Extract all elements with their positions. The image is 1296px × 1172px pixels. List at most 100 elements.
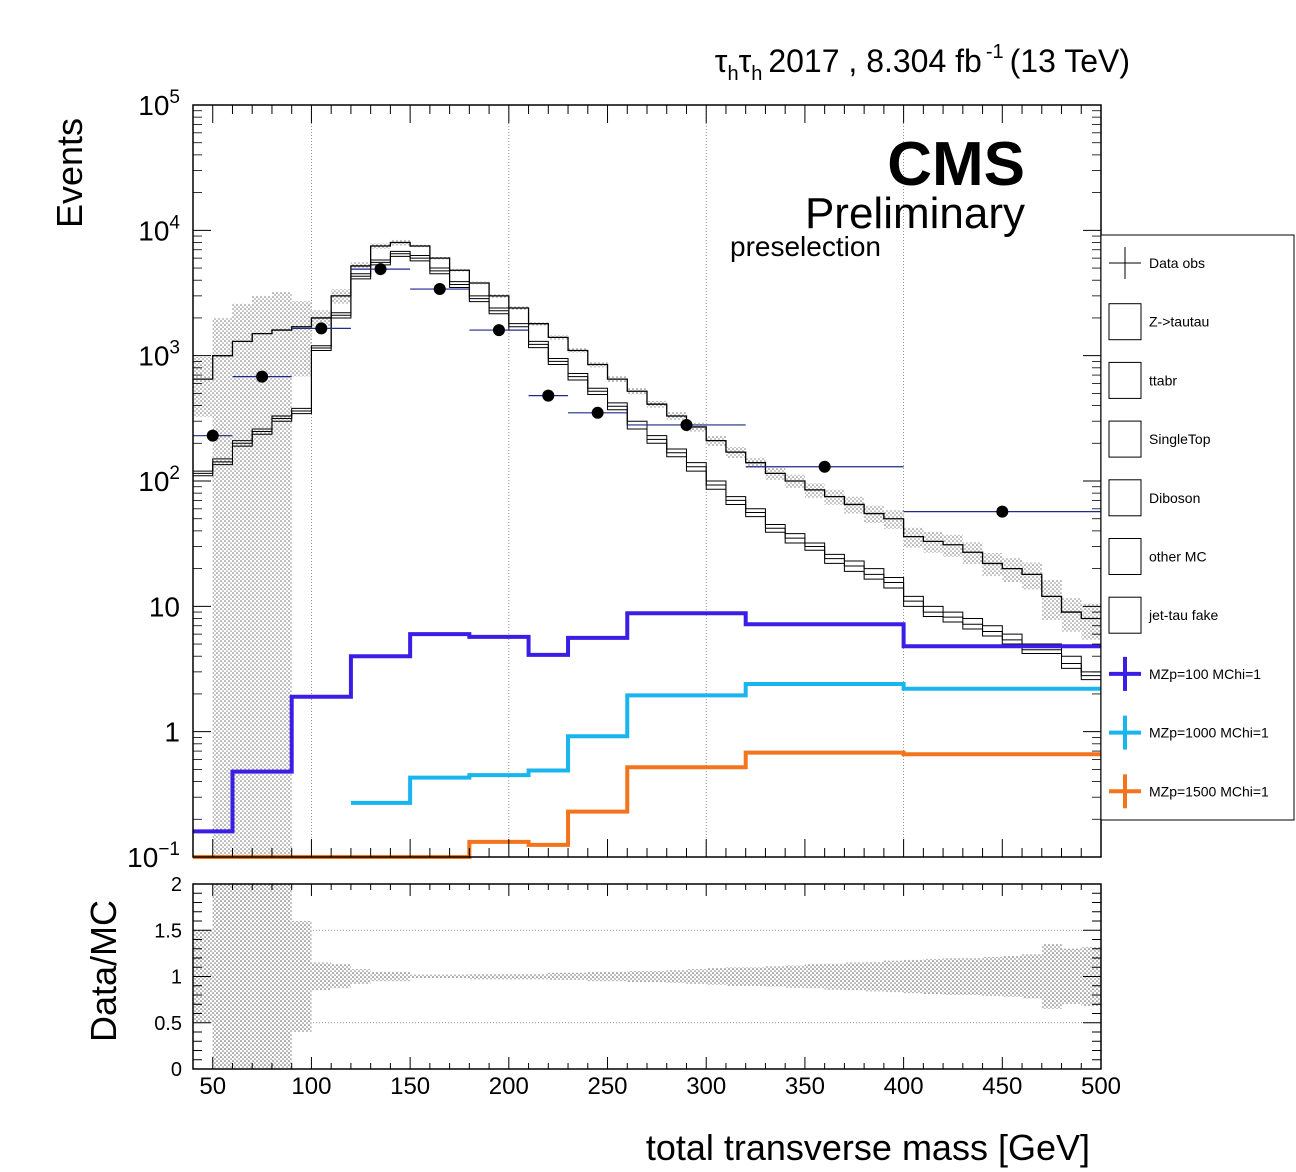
x-tick-label: 150: [390, 1073, 430, 1100]
x-tick-label: 50: [199, 1073, 226, 1100]
legend-swatch: [1108, 479, 1142, 517]
selection-label: preselection: [730, 231, 881, 262]
legend-entry-ttabr: ttabr: [1108, 361, 1177, 399]
legend-label: MZp=1500 MChi=1: [1149, 783, 1269, 799]
ratio-uncertainty-bin: [943, 958, 963, 995]
ratio-y-tick-label: 1.5: [154, 920, 182, 942]
legend-label: ttabr: [1149, 372, 1177, 388]
legend: Data obs Z->tautau ttabr SingleTop Diboson ot…: [1100, 234, 1295, 821]
events-axis-label: Events: [49, 118, 90, 228]
ratio-uncertainty-bin: [1041, 944, 1062, 1009]
legend-entry-jet-tau-fake: jet-tau fake: [1108, 596, 1218, 634]
ratio-uncertainty-bin: [410, 974, 430, 979]
ratio-uncertainty-bin: [923, 958, 944, 995]
legend-entry-other-mc: other MC: [1108, 538, 1207, 575]
ratio-uncertainty-bin: [568, 972, 588, 981]
uncertainty-bin: [943, 534, 963, 557]
y-tick-exponent: −1: [158, 839, 180, 860]
x-tick-label: 400: [884, 1073, 924, 1100]
ratio-uncertainty-bin: [804, 964, 825, 989]
y-tick-label: 10−1: [127, 839, 180, 873]
ratio-uncertainty-bin: [1022, 954, 1042, 999]
ratio-uncertainty-bin: [785, 965, 805, 988]
legend-entry-z-tautau: Z->tautau: [1108, 303, 1209, 341]
data-point: [374, 263, 387, 276]
x-tick-label: 450: [982, 1073, 1022, 1100]
ratio-uncertainty-bin: [212, 884, 233, 1069]
y-tick-exponent: 5: [169, 87, 180, 108]
y-tick-base: 10: [138, 215, 169, 246]
x-tick-label: 300: [686, 1073, 726, 1100]
ratio-uncertainty-bin: [627, 970, 647, 983]
uncertainty-bin: [271, 292, 292, 858]
ratio-axis-label: Data/MC: [83, 900, 124, 1042]
uncertainty-bin: [193, 357, 213, 417]
ratio-uncertainty-bin: [508, 973, 529, 980]
ratio-uncertainty-bin: [331, 964, 351, 989]
ratio-uncertainty-bin: [607, 971, 628, 982]
uncertainty-bin: [1061, 597, 1082, 632]
preliminary-label: Preliminary: [805, 189, 1025, 238]
data-point: [206, 429, 219, 442]
uncertainty-bin: [1041, 580, 1062, 620]
header-tau-2: τ: [739, 43, 752, 79]
header-sub-1: h: [727, 63, 738, 85]
ratio-uncertainty-bin: [1002, 956, 1023, 997]
data-point: [492, 324, 505, 337]
signal-line-mzp-1500-mchi-1: [193, 750, 1101, 859]
x-tick-label: 100: [291, 1073, 331, 1100]
header-sub-2: h: [751, 63, 762, 85]
legend-swatch: [1108, 538, 1142, 575]
header-lumi: 2017 , 8.304 fb: [768, 43, 982, 79]
legend-swatch: [1108, 420, 1142, 458]
legend-entry-singletop: SingleTop: [1108, 420, 1211, 458]
uncertainty-bin: [923, 531, 944, 553]
header-tau-1: τ: [715, 43, 728, 79]
uncertainty-bin: [291, 301, 312, 377]
legend-label: MZp=100 MChi=1: [1149, 666, 1261, 682]
legend-label: SingleTop: [1149, 431, 1211, 447]
signal-histograms: [193, 611, 1101, 859]
ratio-uncertainty-bin: [666, 970, 687, 983]
y-tick-label: 10: [149, 591, 180, 622]
legend-label: MZp=1000 MChi=1: [1149, 725, 1269, 741]
uncertainty-bin: [962, 542, 983, 565]
legend-label: Diboson: [1149, 490, 1200, 506]
data-point: [315, 322, 328, 335]
legend-entry-mzp-1000-mchi-1: MZp=1000 MChi=1: [1109, 715, 1269, 750]
ratio-uncertainty-bin: [548, 972, 569, 981]
background-line-ttabr: [193, 255, 1101, 681]
ratio-plot: 0 0.5 1 1.5 2 50 100 150 200 250 300 350 400 450 500: [154, 874, 1121, 1100]
y-tick-exponent: 3: [169, 338, 180, 359]
x-tick-label: 250: [587, 1073, 627, 1100]
data-point: [256, 370, 269, 383]
ratio-uncertainty-bin: [725, 967, 746, 986]
ratio-uncertainty-bin: [824, 963, 845, 990]
data-points: [193, 263, 1101, 518]
ratio-uncertainty-bin: [390, 971, 411, 982]
y-tick-label: 104: [138, 212, 180, 246]
ratio-uncertainty-bin: [587, 971, 608, 982]
uncertainty-bin: [1002, 557, 1023, 583]
y-tick-exponent: 2: [169, 463, 180, 484]
ratio-uncertainty-bin: [864, 961, 884, 992]
main-x-ticks: [192, 105, 1102, 857]
uncertainty-bin: [212, 317, 233, 857]
uncertainty-bin: [864, 505, 884, 524]
ratio-uncertainty-bin: [370, 971, 391, 982]
ratio-uncertainty-bin: [252, 884, 272, 1069]
ratio-uncertainty-bin: [1061, 948, 1082, 1005]
ratio-uncertainty-bin: [982, 957, 1003, 996]
data-point: [433, 283, 446, 296]
ratio-uncertainty-bin: [647, 970, 667, 983]
data-point: [542, 389, 555, 402]
ratio-uncertainty-bin: [903, 959, 924, 994]
cms-label: CMS: [887, 130, 1025, 199]
figure-header: τhτh 2017 , 8.304 fb -1 (13 TeV): [715, 41, 1130, 85]
y-tick-label: 1: [164, 717, 180, 748]
signal-line-mzp-1000-mchi-1: [350, 682, 1101, 805]
data-point: [996, 505, 1009, 518]
legend-entry-data-obs: Data obs: [1109, 247, 1205, 279]
